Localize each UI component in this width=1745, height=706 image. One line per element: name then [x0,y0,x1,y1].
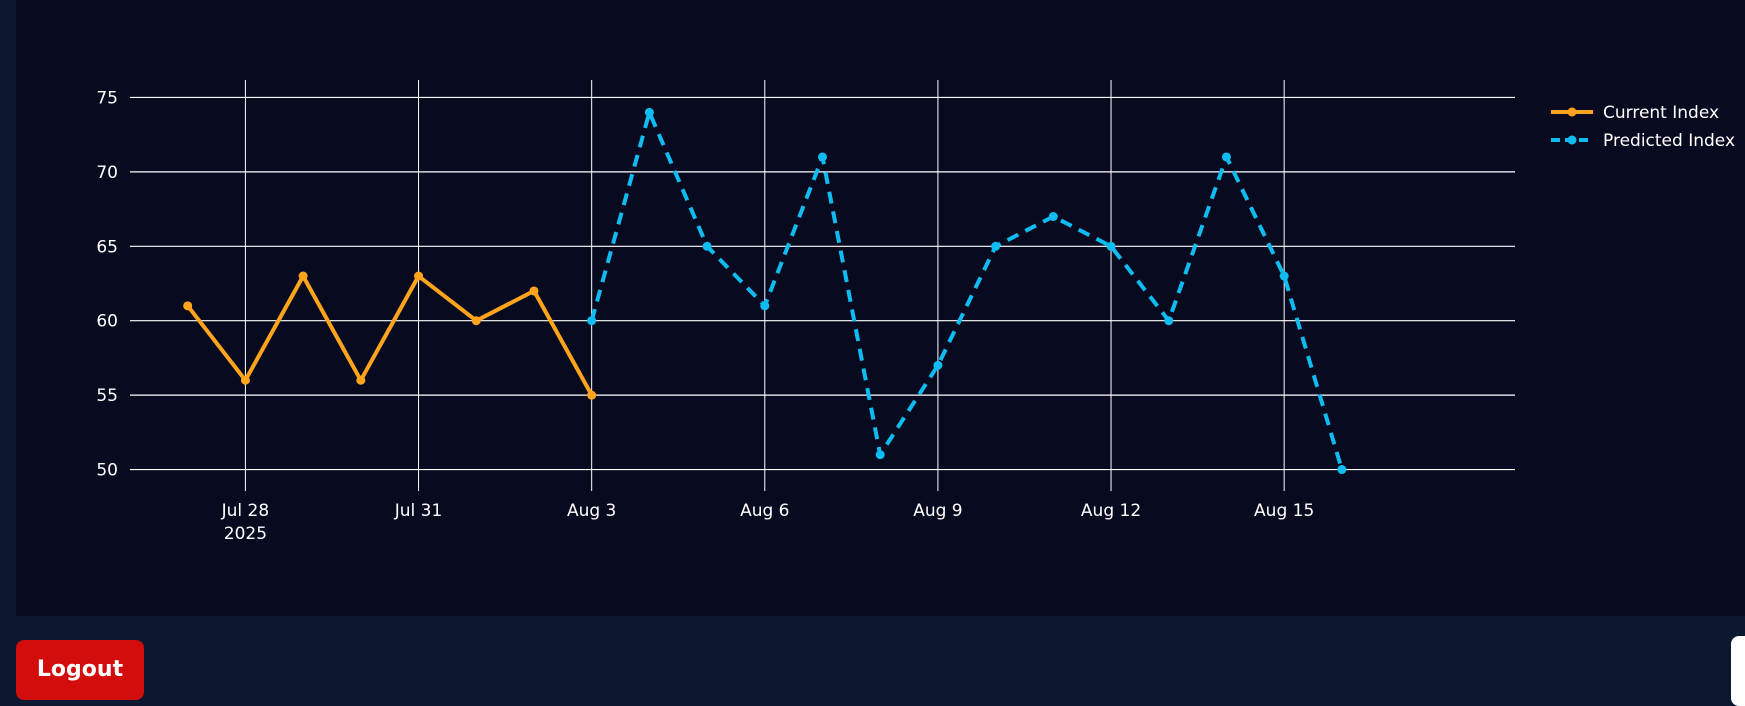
y-tick-label: 65 [96,237,118,257]
data-point[interactable] [471,316,481,326]
data-point[interactable] [818,152,827,162]
x-tick-year-label: 2025 [224,524,267,544]
data-point[interactable] [183,301,193,311]
data-point[interactable] [240,375,250,385]
legend-label: Current Index [1603,103,1719,123]
data-point[interactable] [644,107,654,117]
left-strip [0,0,16,693]
y-tick-label: 55 [96,386,118,406]
x-tick-label: Aug 3 [567,501,616,521]
y-tick-label: 60 [96,312,118,332]
axis-labels: 50 55 60 65 70 75 Jul 28 2025 Jul 31 Aug 3 Aug 6 Au… [96,88,1314,544]
legend-marker-swatch [1567,135,1577,145]
grid-layer [130,80,1515,491]
data-point[interactable] [587,316,597,326]
x-tick-label: Aug 15 [1254,501,1314,521]
x-tick-label: Aug 12 [1081,501,1141,521]
series-layer [183,107,1347,475]
data-point[interactable] [1221,152,1231,162]
x-tick-label: Jul 28 [221,501,270,521]
data-point[interactable] [298,271,308,281]
data-point[interactable] [529,286,539,296]
legend-label: Predicted Index [1603,131,1735,151]
data-point[interactable] [1048,212,1058,222]
data-point[interactable] [1164,316,1174,326]
y-tick-label: 50 [96,461,118,481]
data-point[interactable] [991,241,1001,251]
data-point[interactable] [587,390,597,400]
data-point[interactable] [933,360,943,370]
index-chart: 50 55 60 65 70 75 Jul 28 2025 Jul 31 Aug 3 Aug 6 Au… [96,80,1735,544]
data-point[interactable] [1106,241,1116,251]
legend[interactable]: Current Index Predicted Index [1551,103,1735,151]
legend-item-predicted-index[interactable]: Predicted Index [1551,131,1735,151]
data-point[interactable] [875,450,885,460]
series-line-predicted-index [589,110,1344,471]
data-point[interactable] [1337,465,1347,475]
chart-panel: 50 55 60 65 70 75 Jul 28 2025 Jul 31 Aug 3 Aug 6 Au… [16,0,1745,616]
data-point[interactable] [356,375,366,385]
y-tick-label: 70 [96,163,118,183]
logout-button[interactable]: Logout [16,640,144,700]
series-line-current-index [186,274,594,397]
right-card-edge [1731,636,1745,706]
y-tick-label: 75 [96,88,118,108]
data-point[interactable] [702,241,712,251]
x-tick-label: Jul 31 [394,501,443,521]
legend-marker-swatch [1567,107,1577,117]
x-tick-label: Aug 6 [740,501,789,521]
x-tick-label: Aug 9 [913,501,962,521]
data-point[interactable] [1279,271,1289,281]
data-point[interactable] [760,301,770,311]
logout-button-label: Logout [36,657,124,682]
legend-item-current-index[interactable]: Current Index [1551,103,1719,123]
data-point[interactable] [414,271,424,281]
